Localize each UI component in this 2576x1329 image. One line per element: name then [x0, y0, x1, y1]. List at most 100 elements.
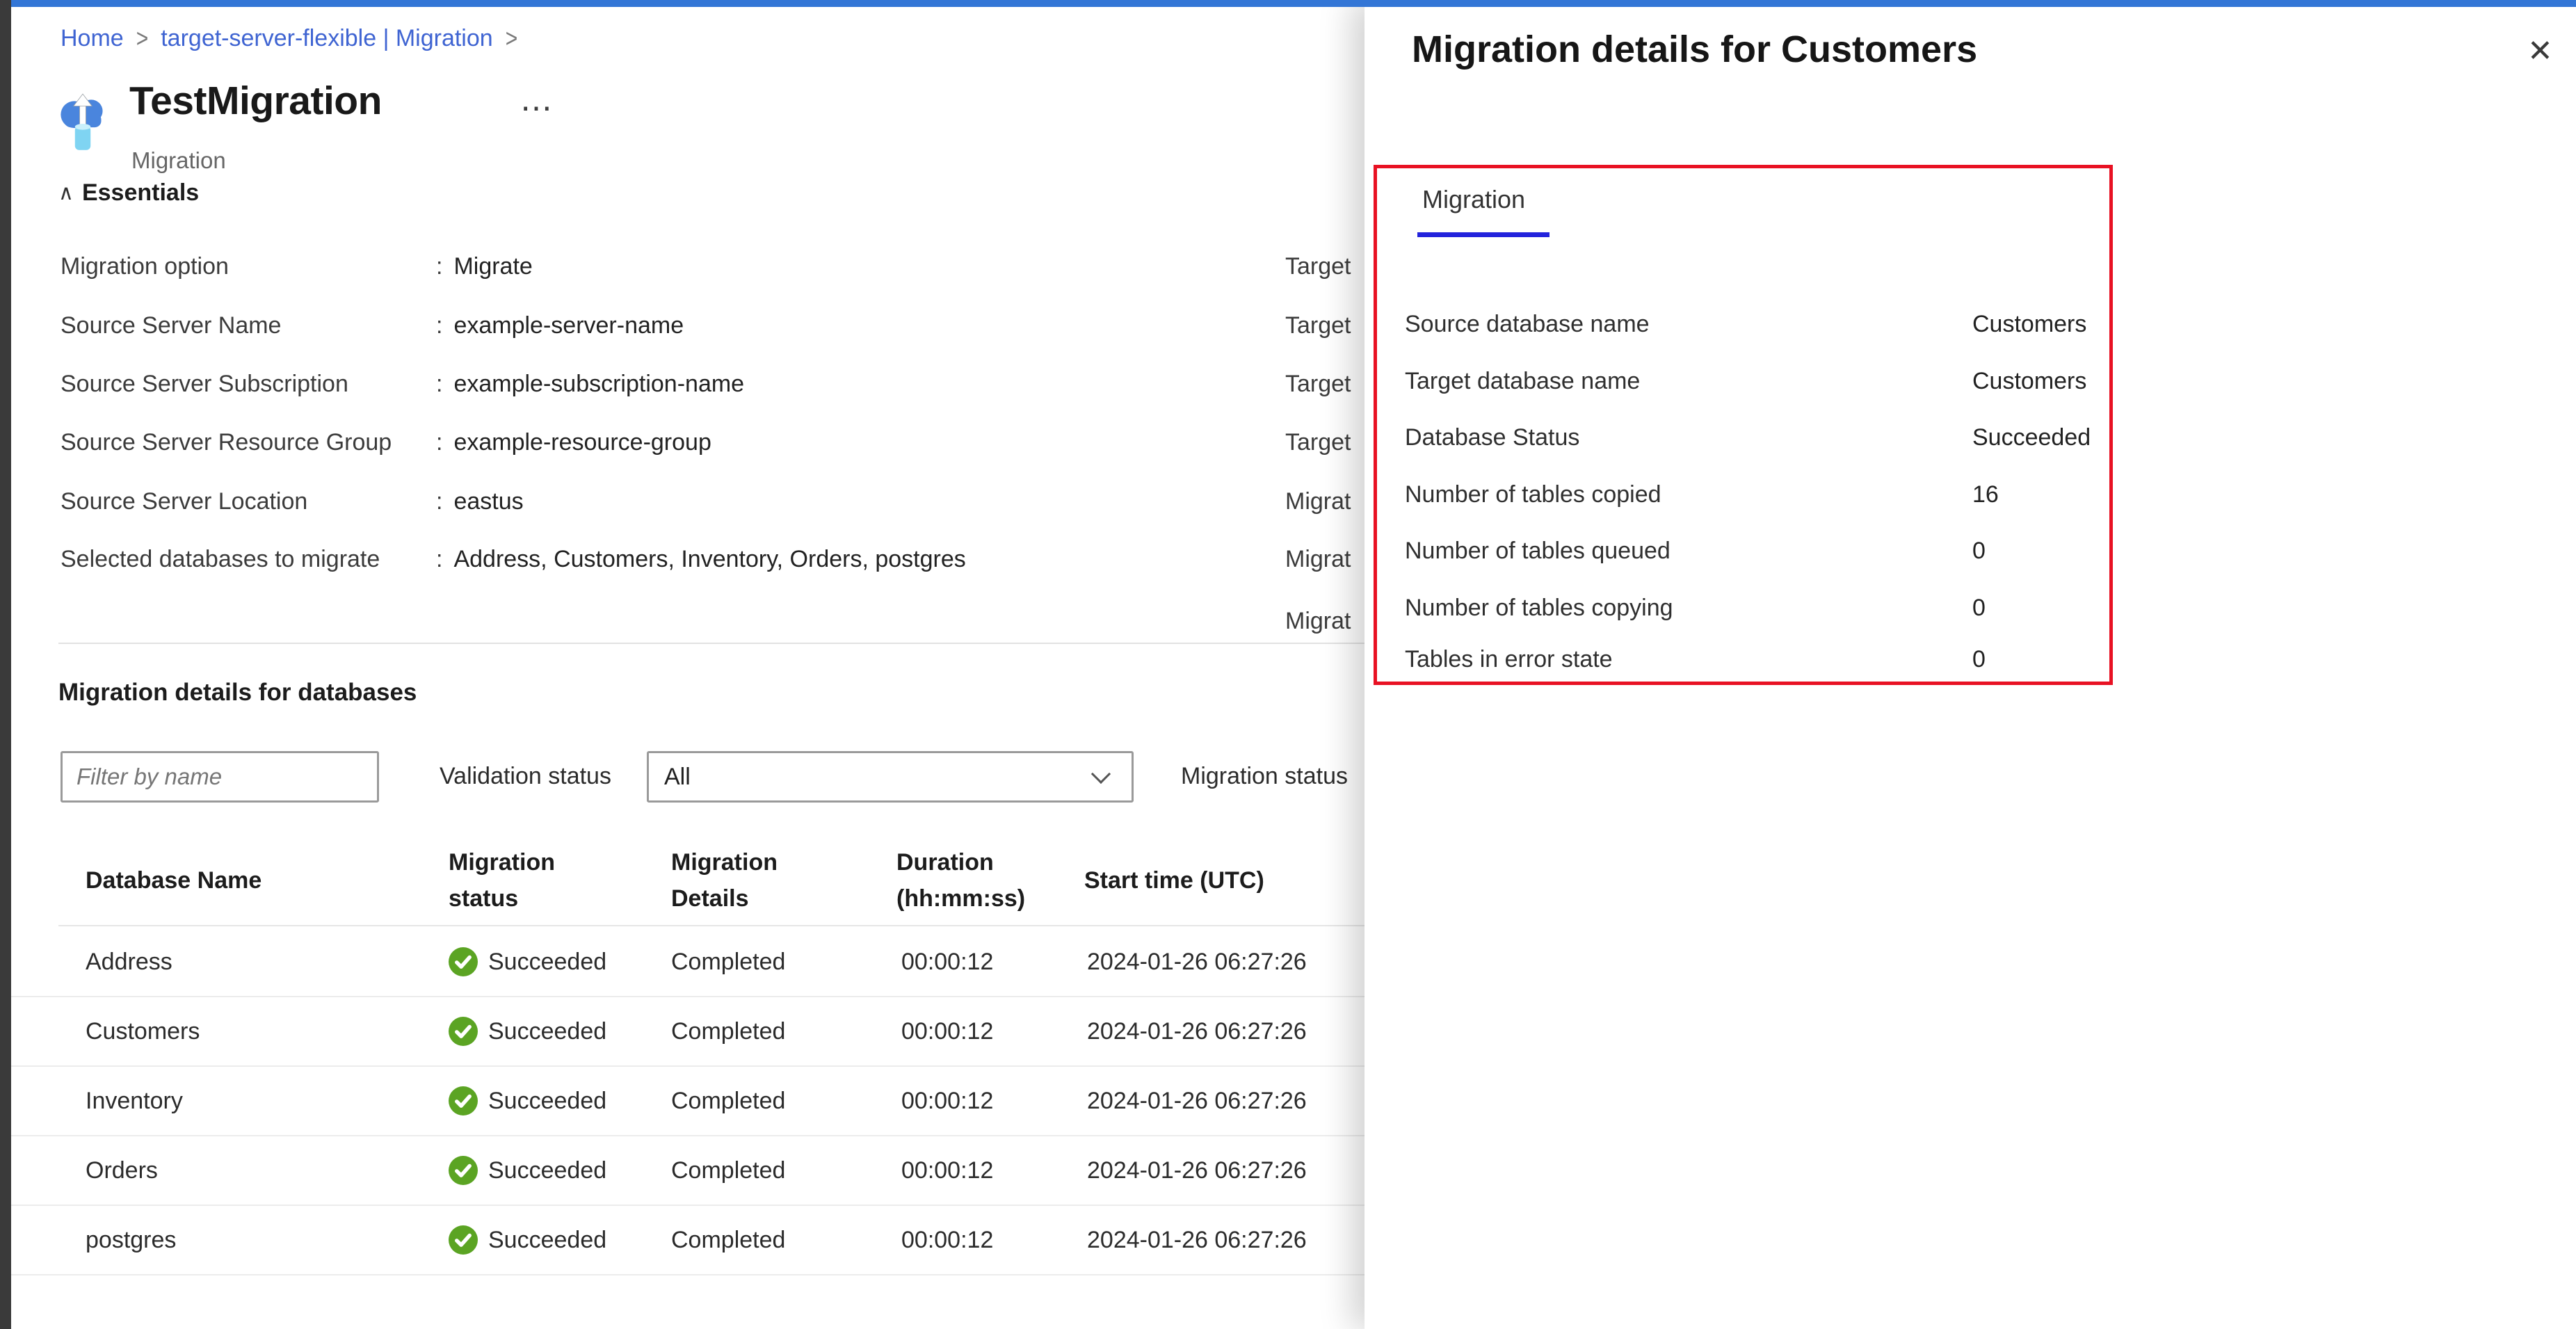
duration: 00:00:12	[901, 949, 994, 975]
chevron-right-icon: >	[136, 24, 149, 53]
colon: :	[436, 371, 443, 397]
field-label: Tables in error state	[1405, 646, 1613, 672]
left-window-strip	[0, 0, 11, 1329]
truncated-field-label: Migrat	[1285, 608, 1351, 634]
success-check-icon	[449, 947, 478, 976]
field-label: Source database name	[1405, 311, 1650, 337]
column-header-duration[interactable]: Duration (hh:mm:ss)	[896, 849, 1026, 912]
essentials-collapse-header[interactable]: ∧ Essentials	[58, 179, 199, 207]
panel-title: Migration details for Customers	[1412, 29, 1978, 70]
column-header-migration-details[interactable]: Migration Details	[671, 849, 778, 912]
success-check-icon	[449, 1225, 478, 1255]
panel-field-row: Target database name Customers	[1405, 364, 2086, 398]
field-label: Database Status	[1405, 424, 1580, 451]
success-check-icon	[449, 1017, 478, 1046]
migration-status: Succeeded	[488, 949, 607, 975]
essentials-row: Migration option : Migrate	[61, 250, 533, 283]
duration: 00:00:12	[901, 1157, 994, 1184]
field-value: 16	[1972, 481, 1999, 508]
colon: :	[436, 312, 443, 339]
migration-status: Succeeded	[488, 1157, 607, 1184]
field-label: Selected databases to migrate	[61, 546, 380, 572]
more-options-icon[interactable]: ⋯	[520, 90, 552, 126]
field-label: Source Server Location	[61, 488, 308, 515]
field-value: 0	[1972, 595, 1986, 621]
colon: :	[436, 253, 443, 280]
field-label: Target database name	[1405, 368, 1641, 394]
column-header-start-time[interactable]: Start time (UTC)	[1084, 867, 1264, 894]
panel-field-row: Tables in error state 0	[1405, 643, 1986, 676]
collapse-caret-icon: ∧	[58, 182, 74, 204]
validation-status-label: Validation status	[440, 763, 611, 789]
success-check-icon	[449, 1086, 478, 1115]
database-link[interactable]: Inventory	[86, 1088, 183, 1114]
migration-details: Completed	[671, 1088, 786, 1114]
chevron-down-icon	[1090, 764, 1111, 784]
duration: 00:00:12	[901, 1088, 994, 1114]
truncated-field-label: Target	[1285, 312, 1351, 339]
migration-details: Completed	[671, 1157, 786, 1184]
essentials-row: Source Server Location : eastus	[61, 485, 524, 518]
field-label: Number of tables copied	[1405, 481, 1661, 508]
essentials-row: Selected databases to migrate : Address,…	[61, 542, 966, 576]
validation-status-select[interactable]: All	[647, 751, 1134, 803]
column-header-database-name[interactable]: Database Name	[86, 867, 262, 894]
colon: :	[436, 546, 443, 572]
tab-migration[interactable]: Migration	[1422, 185, 1526, 214]
breadcrumb-server-link[interactable]: target-server-flexible | Migration	[161, 25, 493, 51]
table-row[interactable]: Inventory Succeeded Completed 00:00:12 2…	[0, 1067, 1365, 1136]
field-label: Number of tables copying	[1405, 595, 1673, 621]
database-link[interactable]: postgres	[86, 1227, 177, 1253]
essentials-caption: Essentials	[81, 179, 200, 206]
breadcrumb-home-link[interactable]: Home	[61, 25, 124, 51]
page-title: TestMigration	[129, 79, 382, 123]
table-row[interactable]: postgres Succeeded Completed 00:00:12 20…	[0, 1206, 1365, 1275]
active-tab-underline	[1417, 232, 1549, 237]
database-link[interactable]: Orders	[86, 1157, 158, 1184]
field-label: Number of tables queued	[1405, 538, 1671, 564]
field-value: 0	[1972, 646, 1986, 672]
migration-status-label: Migration status	[1181, 763, 1348, 789]
table-row[interactable]: Customers Succeeded Completed 00:00:12 2…	[0, 997, 1365, 1067]
migration-status: Succeeded	[488, 1018, 607, 1045]
field-label: Migration option	[61, 253, 229, 280]
start-time: 2024-01-26 06:27:26	[1087, 1088, 1307, 1114]
migration-details: Completed	[671, 1018, 786, 1045]
field-value: Migrate	[453, 253, 533, 280]
filter-by-name-input[interactable]	[61, 751, 379, 803]
success-check-icon	[449, 1156, 478, 1185]
panel-field-row: Number of tables queued 0	[1405, 534, 1986, 567]
database-link[interactable]: Customers	[86, 1018, 200, 1045]
truncated-field-label: Migrat	[1285, 546, 1351, 572]
table-row[interactable]: Orders Succeeded Completed 00:00:12 2024…	[0, 1136, 1365, 1206]
panel-field-row: Number of tables copied 16	[1405, 478, 1999, 511]
start-time: 2024-01-26 06:27:26	[1087, 1157, 1307, 1184]
truncated-field-label: Migrat	[1285, 488, 1351, 515]
panel-field-row: Source database name Customers	[1405, 307, 2086, 341]
migration-details: Completed	[671, 1227, 786, 1253]
databases-section-heading: Migration details for databases	[58, 679, 417, 706]
field-value: Address, Customers, Inventory, Orders, p…	[453, 546, 966, 572]
colon: :	[436, 429, 443, 456]
essentials-row: Source Server Resource Group : example-r…	[61, 426, 711, 459]
column-header-migration-status[interactable]: Migration status	[449, 849, 555, 912]
section-divider	[58, 643, 1365, 644]
truncated-field-label: Target	[1285, 371, 1351, 397]
start-time: 2024-01-26 06:27:26	[1087, 1227, 1307, 1253]
field-value: Customers	[1972, 368, 2087, 394]
essentials-row: Source Server Name : example-server-name	[61, 309, 684, 342]
database-link[interactable]: Address	[86, 949, 172, 975]
field-label: Source Server Name	[61, 312, 282, 339]
duration: 00:00:12	[901, 1018, 994, 1045]
close-icon[interactable]: ✕	[2527, 34, 2553, 68]
duration: 00:00:12	[901, 1227, 994, 1253]
validation-status-value: All	[664, 763, 691, 790]
start-time: 2024-01-26 06:27:26	[1087, 1018, 1307, 1045]
field-value: example-resource-group	[453, 429, 711, 456]
migration-details-panel: Migration details for Customers ✕ Migrat…	[1365, 0, 2576, 1329]
field-value: 0	[1972, 538, 1986, 564]
table-row[interactable]: Address Succeeded Completed 00:00:12 202…	[0, 928, 1365, 997]
truncated-field-label: Target	[1285, 429, 1351, 456]
migration-details: Completed	[671, 949, 786, 975]
